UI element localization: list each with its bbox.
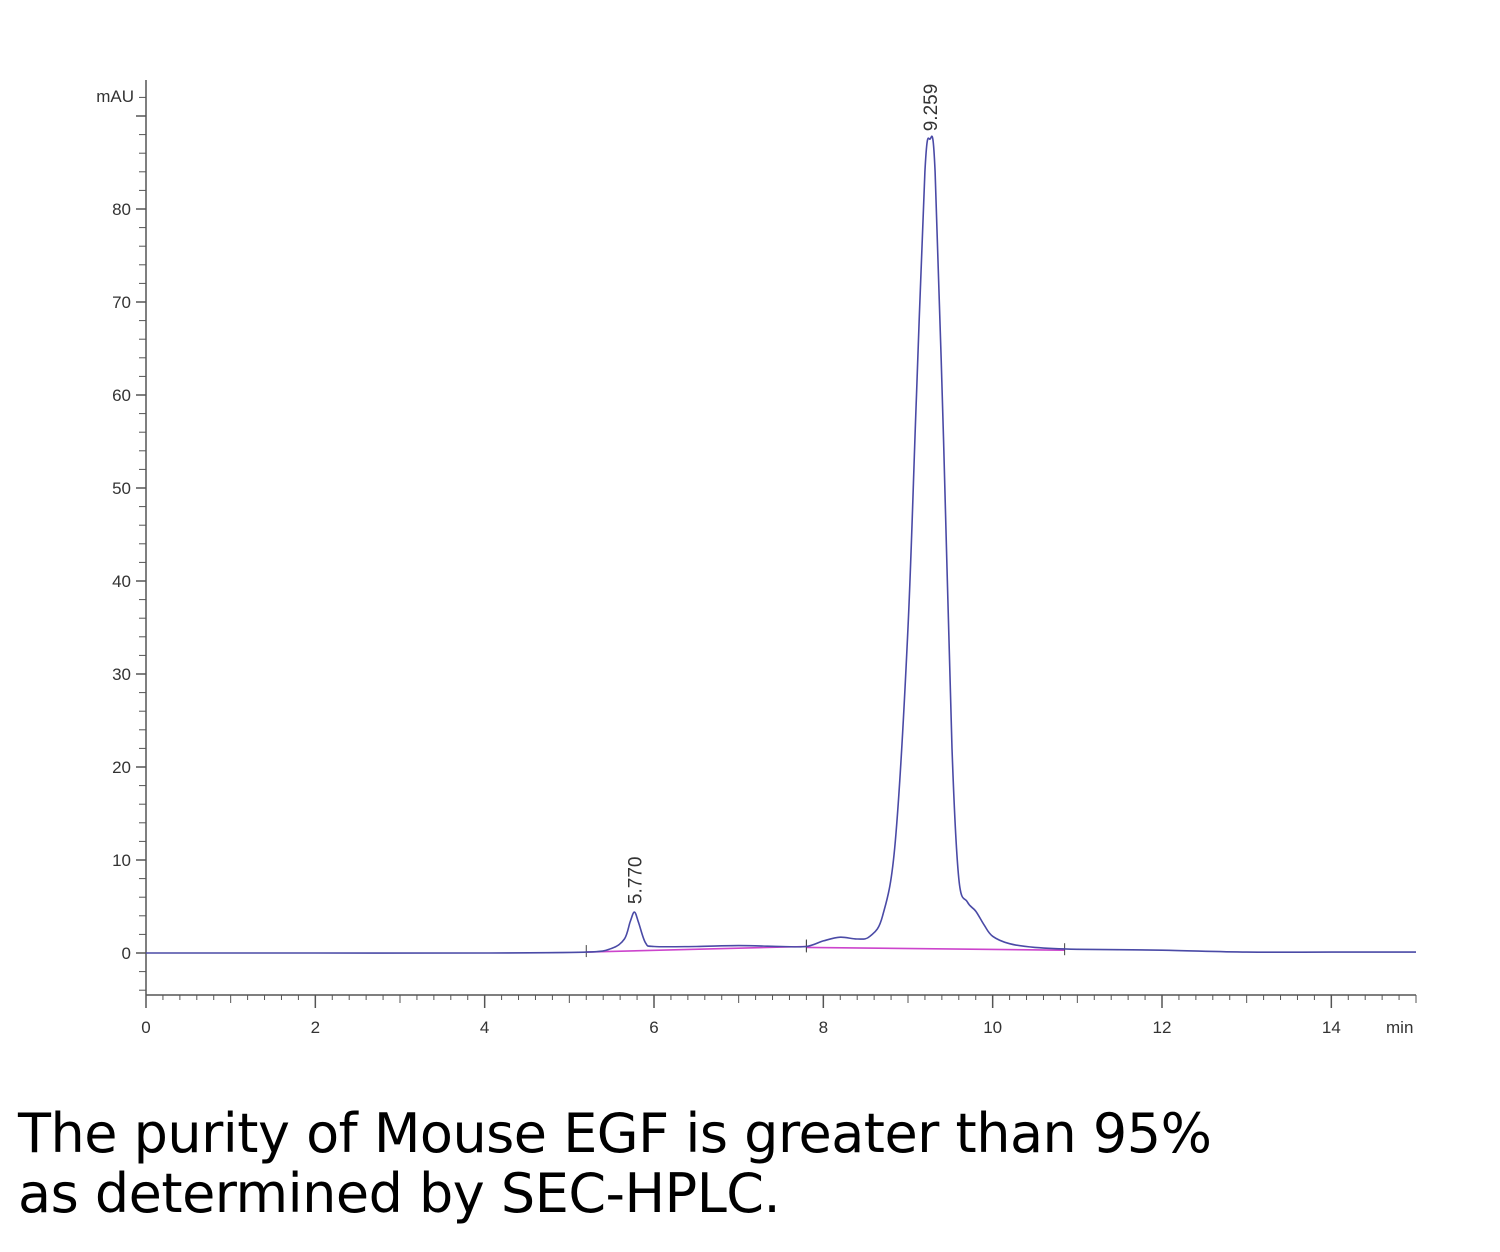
y-axis-unit: mAU: [96, 87, 134, 106]
x-tick-label: 10: [983, 1018, 1002, 1037]
y-tick-label: 0: [122, 944, 131, 963]
y-tick-label: 70: [112, 293, 131, 312]
y-tick-label: 10: [112, 851, 131, 870]
peak-label: 9.259: [921, 84, 942, 132]
x-tick-label: 2: [311, 1018, 320, 1037]
y-tick-label: 50: [112, 479, 131, 498]
y-tick-label: 80: [112, 200, 131, 219]
axes: 0 10 20 30 40 50 60 70 80 0 2 4 6 8 10 12 14: [112, 80, 1417, 1037]
x-axis-unit: min: [1386, 1018, 1413, 1037]
chromatogram-trace-group: [145, 135, 1416, 954]
caption: The purity of Mouse EGF is greater than …: [18, 1102, 1212, 1225]
x-tick-label: 12: [1153, 1018, 1172, 1037]
x-tick-label: 14: [1322, 1018, 1341, 1037]
y-tick-label: 60: [112, 386, 131, 405]
peak-labels: 5.770 9.259: [626, 84, 942, 904]
integration-baseline: [806, 946, 1065, 952]
chromatogram-trace: [145, 135, 1416, 954]
caption-line-1: The purity of Mouse EGF is greater than …: [18, 1102, 1212, 1165]
x-tick-label: 8: [819, 1018, 828, 1037]
x-tick-label: 6: [649, 1018, 658, 1037]
integration-baselines: [585, 939, 1066, 958]
x-tick-label: 4: [480, 1018, 489, 1037]
y-tick-label: 30: [112, 665, 131, 684]
caption-line-2: as determined by SEC-HPLC.: [18, 1162, 781, 1225]
y-tick-label: 40: [112, 572, 131, 591]
peak-label: 5.770: [626, 857, 647, 905]
y-tick-label: 20: [112, 758, 131, 777]
integration-baseline: [586, 945, 807, 953]
x-tick-label: 0: [141, 1018, 150, 1037]
